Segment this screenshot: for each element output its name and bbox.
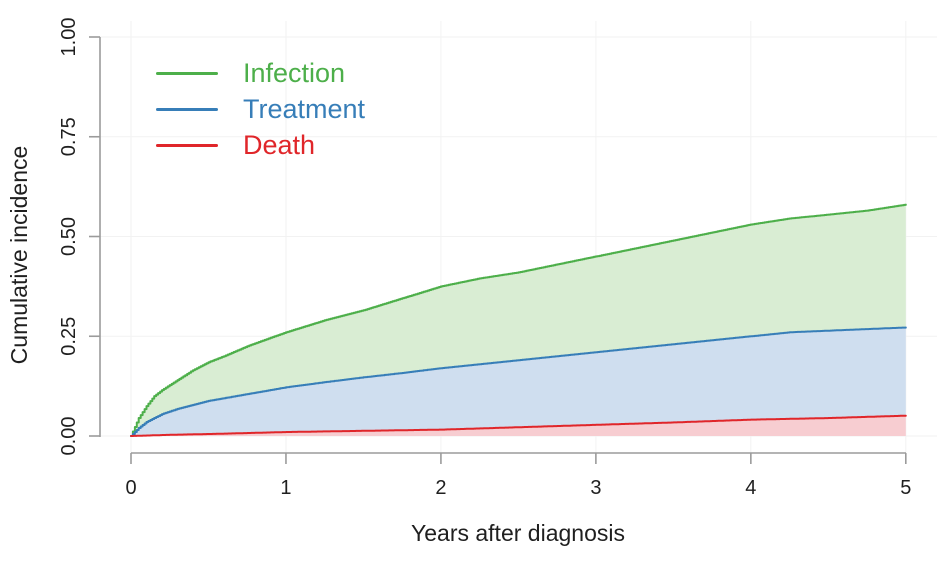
y-tick-label: 1.00 <box>58 18 80 57</box>
y-axis-ticks: 0.00 0.25 0.50 0.75 1.00 <box>58 18 100 456</box>
x-axis-title: Years after diagnosis <box>411 520 625 546</box>
y-tick-label: 0.50 <box>58 217 80 256</box>
x-tick-label: 0 <box>125 477 136 499</box>
legend-item: Infection <box>156 55 365 91</box>
y-axis-title: Cumulative incidence <box>6 146 32 365</box>
area-band-death <box>131 415 906 436</box>
area-band-treatment <box>131 327 906 436</box>
x-axis-ticks: 0 1 2 3 4 5 <box>125 453 911 499</box>
legend-item: Death <box>156 127 365 163</box>
y-tick-label: 0.00 <box>58 417 80 456</box>
y-tick-label: 0.25 <box>58 317 80 356</box>
legend-line-swatch-infection <box>156 71 218 75</box>
curve-death <box>130 414 907 437</box>
curve-treatment <box>130 326 907 437</box>
x-tick-label: 5 <box>900 477 911 499</box>
legend-label-infection: Infection <box>243 57 346 88</box>
legend-label-treatment: Treatment <box>243 93 366 124</box>
x-tick-label: 4 <box>745 477 756 499</box>
x-tick-label: 3 <box>590 477 601 499</box>
legend-item: Treatment <box>156 91 365 127</box>
curve-infection <box>130 203 907 437</box>
legend: Infection Treatment Death <box>156 55 365 163</box>
legend-label-death: Death <box>243 129 316 160</box>
curve-lines <box>130 203 907 437</box>
x-tick-label: 2 <box>435 477 446 499</box>
y-tick-label: 0.75 <box>58 117 80 156</box>
x-tick-label: 1 <box>280 477 291 499</box>
area-fills <box>131 204 906 436</box>
legend-line-swatch-treatment <box>156 107 218 111</box>
legend-line-swatch-death <box>156 143 218 147</box>
axes: 0.00 0.25 0.50 0.75 1.00 0 1 2 3 4 5 <box>58 18 911 499</box>
area-band-infection <box>131 204 906 436</box>
